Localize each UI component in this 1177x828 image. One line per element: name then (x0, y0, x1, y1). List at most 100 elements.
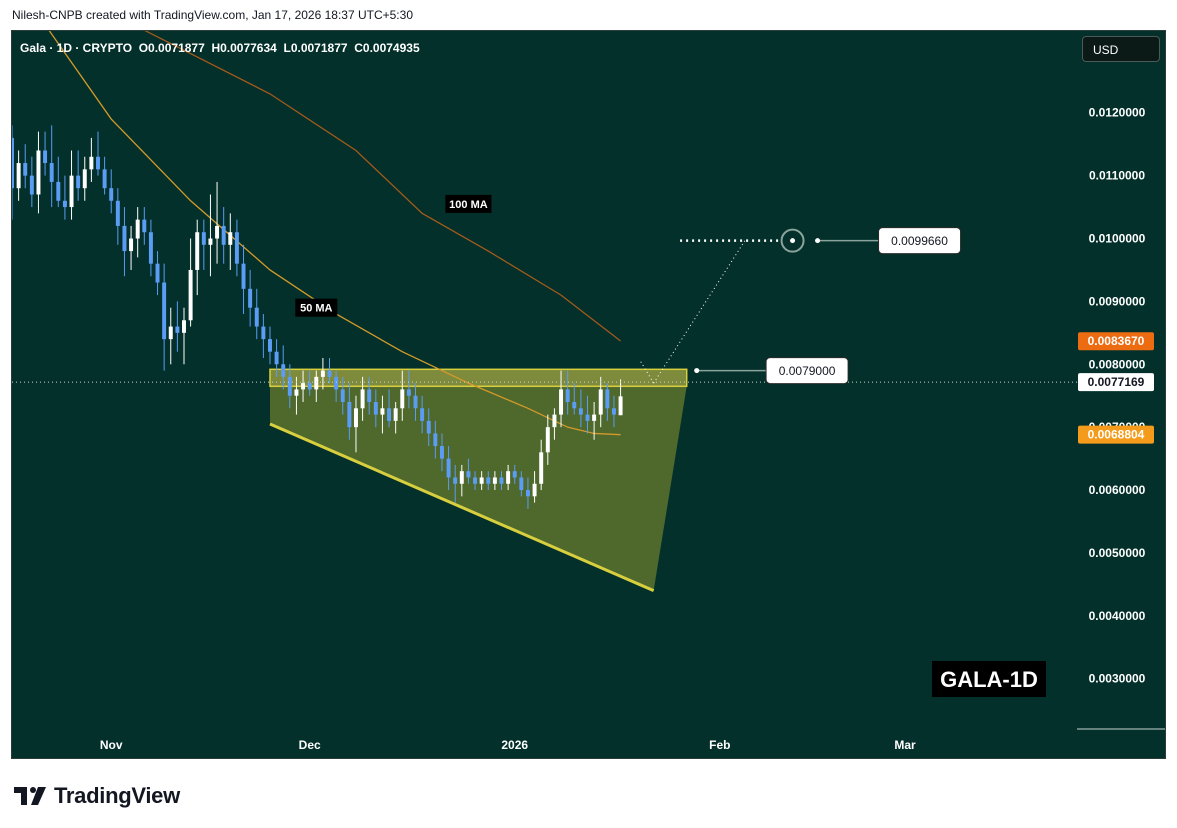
candle-body (261, 326, 266, 340)
candle-body (426, 420, 431, 434)
ma-label-100: 100 MA (449, 199, 488, 211)
candle-body (43, 150, 48, 164)
open-value: O0.0071877 (138, 41, 205, 55)
candle-body (122, 225, 127, 252)
candle-body (248, 288, 253, 308)
candle-body (479, 477, 484, 484)
candle-body (208, 238, 213, 245)
candle-body (254, 307, 259, 327)
price-chart[interactable]: 0.0099660 0.0079000 100 MA 50 MA 0.0030000 0.… (12, 31, 1166, 759)
candle-body (552, 414, 557, 428)
price-tag-ma100 (1078, 332, 1154, 351)
candle-body (545, 427, 550, 453)
watermark-box (932, 661, 1046, 697)
projection-arrow (639, 360, 655, 384)
target-ring (780, 228, 805, 253)
candle-body (433, 433, 438, 447)
candle-body (102, 169, 107, 189)
candle-body (585, 414, 590, 421)
candle-body (387, 408, 392, 421)
candle-body (56, 181, 61, 201)
x-tick-label: Dec (299, 738, 321, 752)
ohlc-legend: Gala · 1D · CRYPTO O0.0071877 H0.0077634… (20, 41, 420, 55)
candle-body (23, 163, 28, 176)
price-tag-label: 0.0068804 (1088, 428, 1145, 442)
candle-body (188, 269, 193, 321)
ma-label-box (445, 194, 492, 213)
candle-body (413, 395, 418, 409)
candle-body (340, 389, 345, 403)
candle-body (519, 477, 524, 491)
candle-body (486, 477, 491, 484)
candle-body (565, 389, 570, 403)
candle-body (611, 408, 616, 415)
candle-body (512, 471, 517, 478)
candle-body (499, 477, 504, 484)
candle-body (301, 383, 306, 390)
y-tick-label: 0.0100000 (1089, 232, 1146, 246)
y-tick-label: 0.0040000 (1089, 609, 1146, 623)
candle-body (294, 389, 299, 396)
candle-body (182, 320, 186, 333)
candle-body (367, 389, 372, 403)
candle-body (605, 389, 610, 409)
symbol-label: Gala · 1D · CRYPTO (20, 41, 133, 55)
candle-body (446, 458, 451, 478)
candle-body (598, 389, 603, 415)
candle-body (539, 452, 544, 484)
candle-body (347, 402, 352, 428)
x-tick-label: Feb (709, 738, 730, 752)
candle-body (221, 225, 226, 245)
candle-body (148, 232, 153, 264)
candle-body (274, 351, 279, 365)
breakout-callout-box (765, 357, 849, 385)
candle-body (334, 376, 339, 390)
candle-body (307, 383, 312, 390)
candle-body (439, 446, 444, 459)
candle-body (241, 263, 246, 289)
candle-body (578, 408, 583, 415)
candle-body (459, 471, 464, 484)
target-dot (790, 238, 796, 244)
tradingview-logo-icon (14, 787, 46, 805)
candle-body (406, 389, 411, 396)
candle-body (62, 200, 67, 208)
chart-caption: Nilesh-CNPB created with TradingView.com… (12, 8, 413, 22)
candle-body (135, 219, 140, 239)
x-tick-label: 2026 (501, 738, 528, 752)
y-tick-label: 0.0050000 (1089, 546, 1146, 560)
tradingview-brand[interactable]: TradingView (14, 783, 180, 809)
candle-body (175, 326, 180, 333)
candle-body (525, 490, 530, 497)
candle-body (162, 282, 167, 340)
candle-body (532, 483, 537, 497)
candle-body (228, 232, 233, 245)
projection-line (653, 238, 747, 384)
y-tick-label: 0.0120000 (1089, 106, 1146, 120)
brand-name: TradingView (54, 783, 180, 808)
watermark-label: GALA-1D (940, 667, 1038, 692)
candle-body (267, 339, 272, 352)
candle-body (201, 232, 206, 245)
candle-body (69, 175, 74, 208)
currency-button[interactable]: USD (1082, 36, 1160, 62)
price-tag-price (1078, 373, 1154, 392)
candle-body (36, 150, 41, 195)
candle-body (506, 471, 511, 484)
candle-body (592, 414, 597, 421)
candle-body (466, 471, 471, 478)
chart-panel[interactable]: 0.0099660 0.0079000 100 MA 50 MA 0.0030000 0.… (11, 30, 1166, 759)
candle-body (572, 402, 577, 409)
x-tick-label: Mar (894, 738, 916, 752)
target-callout-leader-dot (815, 238, 821, 244)
candle-body (281, 364, 286, 377)
x-tick-label: Nov (100, 738, 123, 752)
candle-body (373, 402, 378, 415)
support-trendline (269, 422, 655, 593)
candle-body (393, 408, 398, 421)
candle-body (473, 477, 478, 484)
y-tick-label: 0.0110000 (1089, 169, 1145, 183)
candle-body (96, 156, 100, 170)
y-tick-label: 0.0080000 (1089, 357, 1146, 371)
resistance-band (269, 368, 688, 388)
